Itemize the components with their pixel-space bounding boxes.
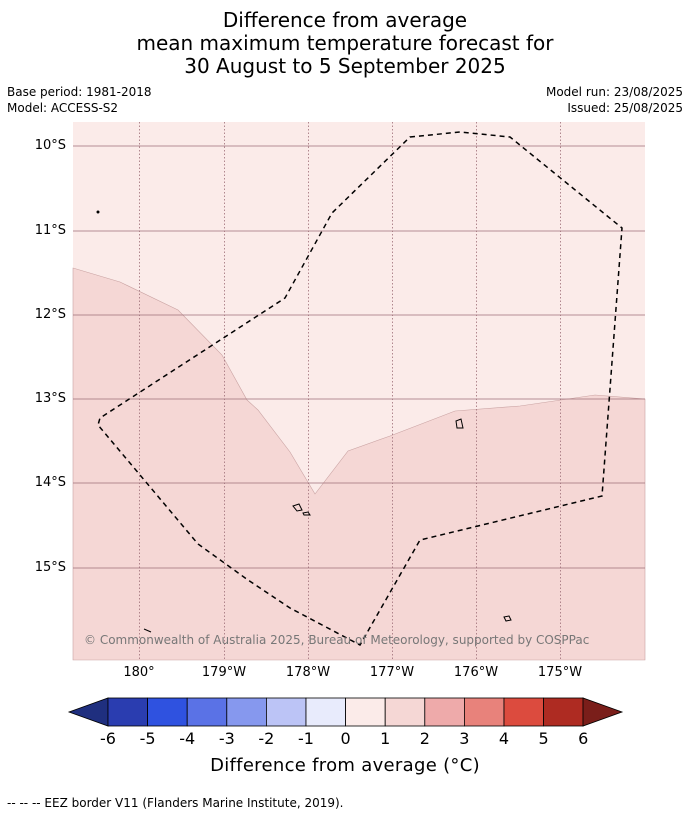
colorbar-swatch — [305, 697, 346, 727]
colorbar-tick-label: -1 — [298, 729, 314, 748]
map-panel — [72, 122, 646, 661]
lat-label: 12°S — [34, 307, 66, 322]
colorbar-swatch — [503, 697, 544, 727]
title-line-2: mean maximum temperature forecast for — [136, 31, 554, 55]
colorbar-swatch — [543, 697, 584, 727]
lat-label: 10°S — [34, 138, 66, 153]
colorbar-tick-label: -6 — [100, 729, 116, 748]
colorbar-tick-label: 3 — [459, 729, 470, 748]
colorbar-tick-label: -2 — [258, 729, 275, 748]
island-uvea — [292, 503, 303, 512]
model-run: Model run: 23/08/2025 — [545, 85, 683, 99]
colorbar-max-arrow — [582, 697, 624, 727]
colorbar-tick-label: 5 — [538, 729, 549, 748]
grid-lines — [73, 122, 645, 660]
lon-label: 175°W — [537, 665, 583, 680]
lat-label: 13°S — [34, 391, 66, 406]
lat-label: 14°S — [34, 475, 66, 490]
colorbar-tick-label: 1 — [380, 729, 391, 748]
lat-label: 11°S — [34, 223, 66, 238]
colorbar-tick-label: -3 — [218, 729, 235, 748]
colorbar-swatch — [424, 697, 465, 727]
colorbar-tick-label: 2 — [419, 729, 430, 748]
lon-label: 180° — [123, 665, 155, 680]
island-east — [455, 418, 464, 429]
colorbar-tick-label: 6 — [578, 729, 589, 748]
colorbar-swatch — [226, 697, 267, 727]
lon-label: 178°W — [285, 665, 331, 680]
island-futuna — [302, 511, 311, 516]
colorbar-min-arrow — [67, 697, 109, 727]
colorbar-swatch — [265, 697, 307, 727]
colorbar-title: Difference from average (°C) — [210, 755, 480, 776]
colorbar-swatch — [107, 697, 148, 727]
colorbar-swatch — [186, 697, 228, 727]
colorbar-tick-label: -4 — [179, 729, 196, 748]
colorbar-tick-label: 4 — [498, 729, 510, 748]
anomaly-region-1-2 — [72, 267, 646, 661]
islands — [96, 210, 512, 633]
island-south — [503, 615, 512, 622]
islet-northwest — [96, 210, 100, 214]
eez-border — [97, 131, 623, 647]
colorbar-tick-label: 0 — [340, 729, 351, 748]
eez-legend-note: -- -- -- EEZ border V11 (Flanders Marine… — [7, 796, 344, 810]
title-line-3: 30 August to 5 September 2025 — [184, 54, 506, 78]
colorbar-swatch — [345, 697, 386, 727]
island-southwest — [143, 628, 152, 633]
issued-date: Issued: 25/08/2025 — [567, 101, 683, 115]
colorbar-swatch — [463, 697, 505, 727]
colorbar-tick-label: -5 — [139, 729, 156, 748]
lon-label: 179°W — [201, 665, 247, 680]
colorbar — [67, 697, 624, 727]
lon-label: 176°W — [453, 665, 499, 680]
title-line-1: Difference from average — [222, 8, 468, 32]
colorbar-swatch — [384, 697, 426, 727]
lon-label: 177°W — [369, 665, 415, 680]
base-period: Base period: 1981-2018 — [7, 85, 152, 99]
copyright-notice: © Commonwealth of Australia 2025, Bureau… — [84, 633, 590, 647]
lat-label: 15°S — [34, 560, 66, 575]
colorbar-swatch — [147, 697, 188, 727]
model-name: Model: ACCESS-S2 — [7, 101, 119, 115]
